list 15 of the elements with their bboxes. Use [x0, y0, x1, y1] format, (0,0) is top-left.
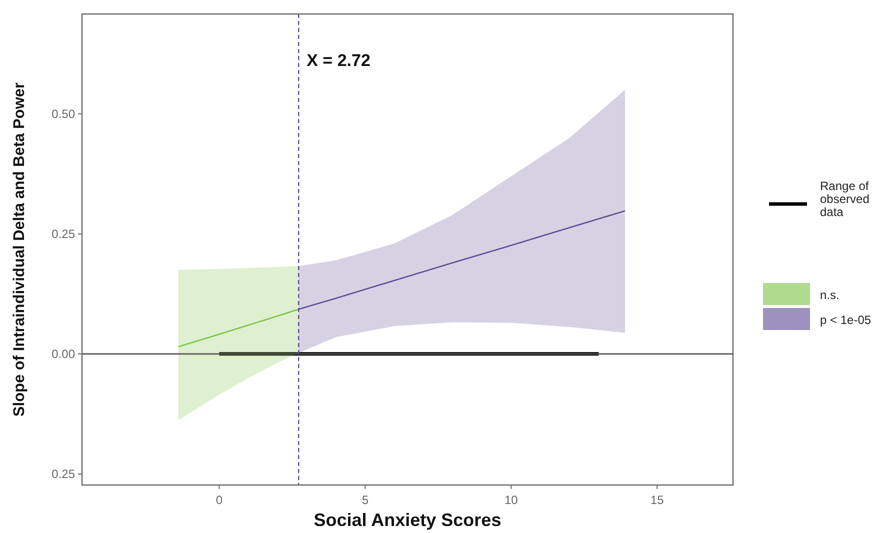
ref-line-label: X = 2.72 — [306, 51, 370, 70]
legend-label: Range of observed data — [820, 179, 870, 219]
y-tick-label: 0.50 — [52, 106, 76, 121]
x-tick-label: 0 — [216, 493, 223, 507]
x-axis-title: Social Anxiety Scores — [314, 510, 502, 530]
y-axis-title: Slope of Intraindividual Delta and Beta Power — [11, 82, 28, 417]
y-tick-label: 0.25 — [52, 226, 76, 241]
legend-label: p < 1e-05 — [820, 313, 872, 327]
x-tick-label: 15 — [650, 493, 664, 507]
y-tick-label: 0.00 — [52, 346, 76, 361]
line-series — [178, 308, 300, 348]
y-tick-label: 0.25 — [52, 466, 76, 481]
legend-label: n.s. — [820, 288, 840, 302]
x-tick-label: 10 — [504, 493, 518, 507]
x-tick-label: 5 — [362, 493, 369, 507]
